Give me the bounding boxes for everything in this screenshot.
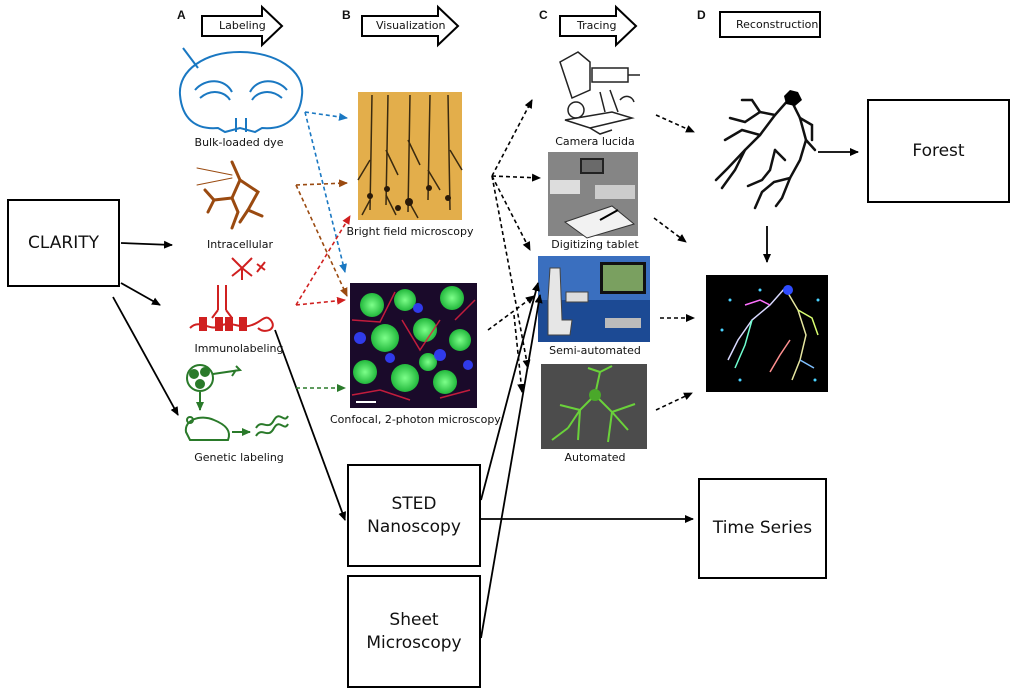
stage-label-visualization: Visualization	[376, 19, 446, 32]
arrow-bulk-confocal	[304, 111, 347, 273]
label-bright-field: Bright field microscopy	[346, 225, 474, 238]
arrow-sted-semi	[480, 282, 540, 501]
arrow-immuno-brightfield	[295, 215, 351, 306]
digitizing-tablet-image	[548, 152, 638, 239]
confocal-image	[350, 283, 477, 408]
arrow-immuno-confocal	[295, 296, 346, 306]
arrow-clarity-genetic	[112, 296, 179, 416]
intracellular-neuron-icon	[196, 160, 264, 230]
arrow-intracellular-brightfield	[295, 179, 348, 188]
label-genetic-labeling: Genetic labeling	[194, 451, 284, 464]
genetic-labeling-icon	[184, 364, 289, 441]
arrow-bulk-brightfield	[304, 111, 348, 121]
label-camera-lucida: Camera lucida	[555, 135, 635, 148]
forest-box: Forest	[867, 99, 1010, 203]
camera-lucida-image	[559, 51, 640, 135]
label-intracellular: Intracellular	[206, 238, 273, 251]
stage-letter-a: A	[177, 8, 186, 22]
stage-arrow-visualization	[361, 4, 460, 48]
stage-box-reconstruction	[719, 11, 821, 38]
stage-label-reconstruction: Reconstruction	[736, 18, 819, 31]
bright-field-image	[357, 92, 463, 220]
brain-section-icon	[178, 47, 304, 134]
stage-arrow-labeling	[201, 4, 284, 48]
arrow-clarity-intracellular	[120, 240, 173, 249]
arrow-intracellular-confocal	[295, 184, 348, 297]
stage-letter-d: D	[697, 8, 706, 22]
label-semi-automated: Semi-automated	[549, 344, 641, 357]
soma-marker	[784, 90, 802, 106]
label-digitizing-tablet: Digitizing tablet	[551, 238, 639, 251]
label-bulk-loaded-dye: Bulk-loaded dye	[194, 136, 284, 149]
sted-box: STED Nanoscopy	[347, 464, 481, 567]
stage-label-labeling: Labeling	[219, 19, 266, 32]
clarity-box: CLARITY	[7, 199, 120, 287]
stage-arrow-tracing	[559, 4, 638, 48]
arrow-clarity-immunolabeling	[120, 282, 161, 306]
antibody-icon	[189, 257, 274, 332]
automated-image	[541, 364, 647, 449]
stage-letter-b: B	[342, 8, 351, 22]
dashed-arrows	[487, 99, 695, 411]
arrow-immuno-sted	[274, 329, 346, 521]
reconstruction-3d-image	[706, 275, 828, 392]
semi-automated-image	[538, 256, 650, 342]
reconstruction-tree-image	[714, 96, 817, 210]
time-series-box: Time Series	[698, 478, 827, 579]
stage-label-tracing: Tracing	[577, 19, 617, 32]
stage-letter-c: C	[539, 8, 548, 22]
sheet-microscopy-box: Sheet Microscopy	[347, 575, 481, 688]
arrow-sheet-semi	[480, 294, 543, 639]
label-immunolabeling: Immunolabeling	[194, 342, 284, 355]
solid-arrows	[112, 148, 859, 639]
label-automated: Automated	[564, 451, 626, 464]
label-confocal: Confocal, 2-photon microscopy	[330, 413, 501, 426]
